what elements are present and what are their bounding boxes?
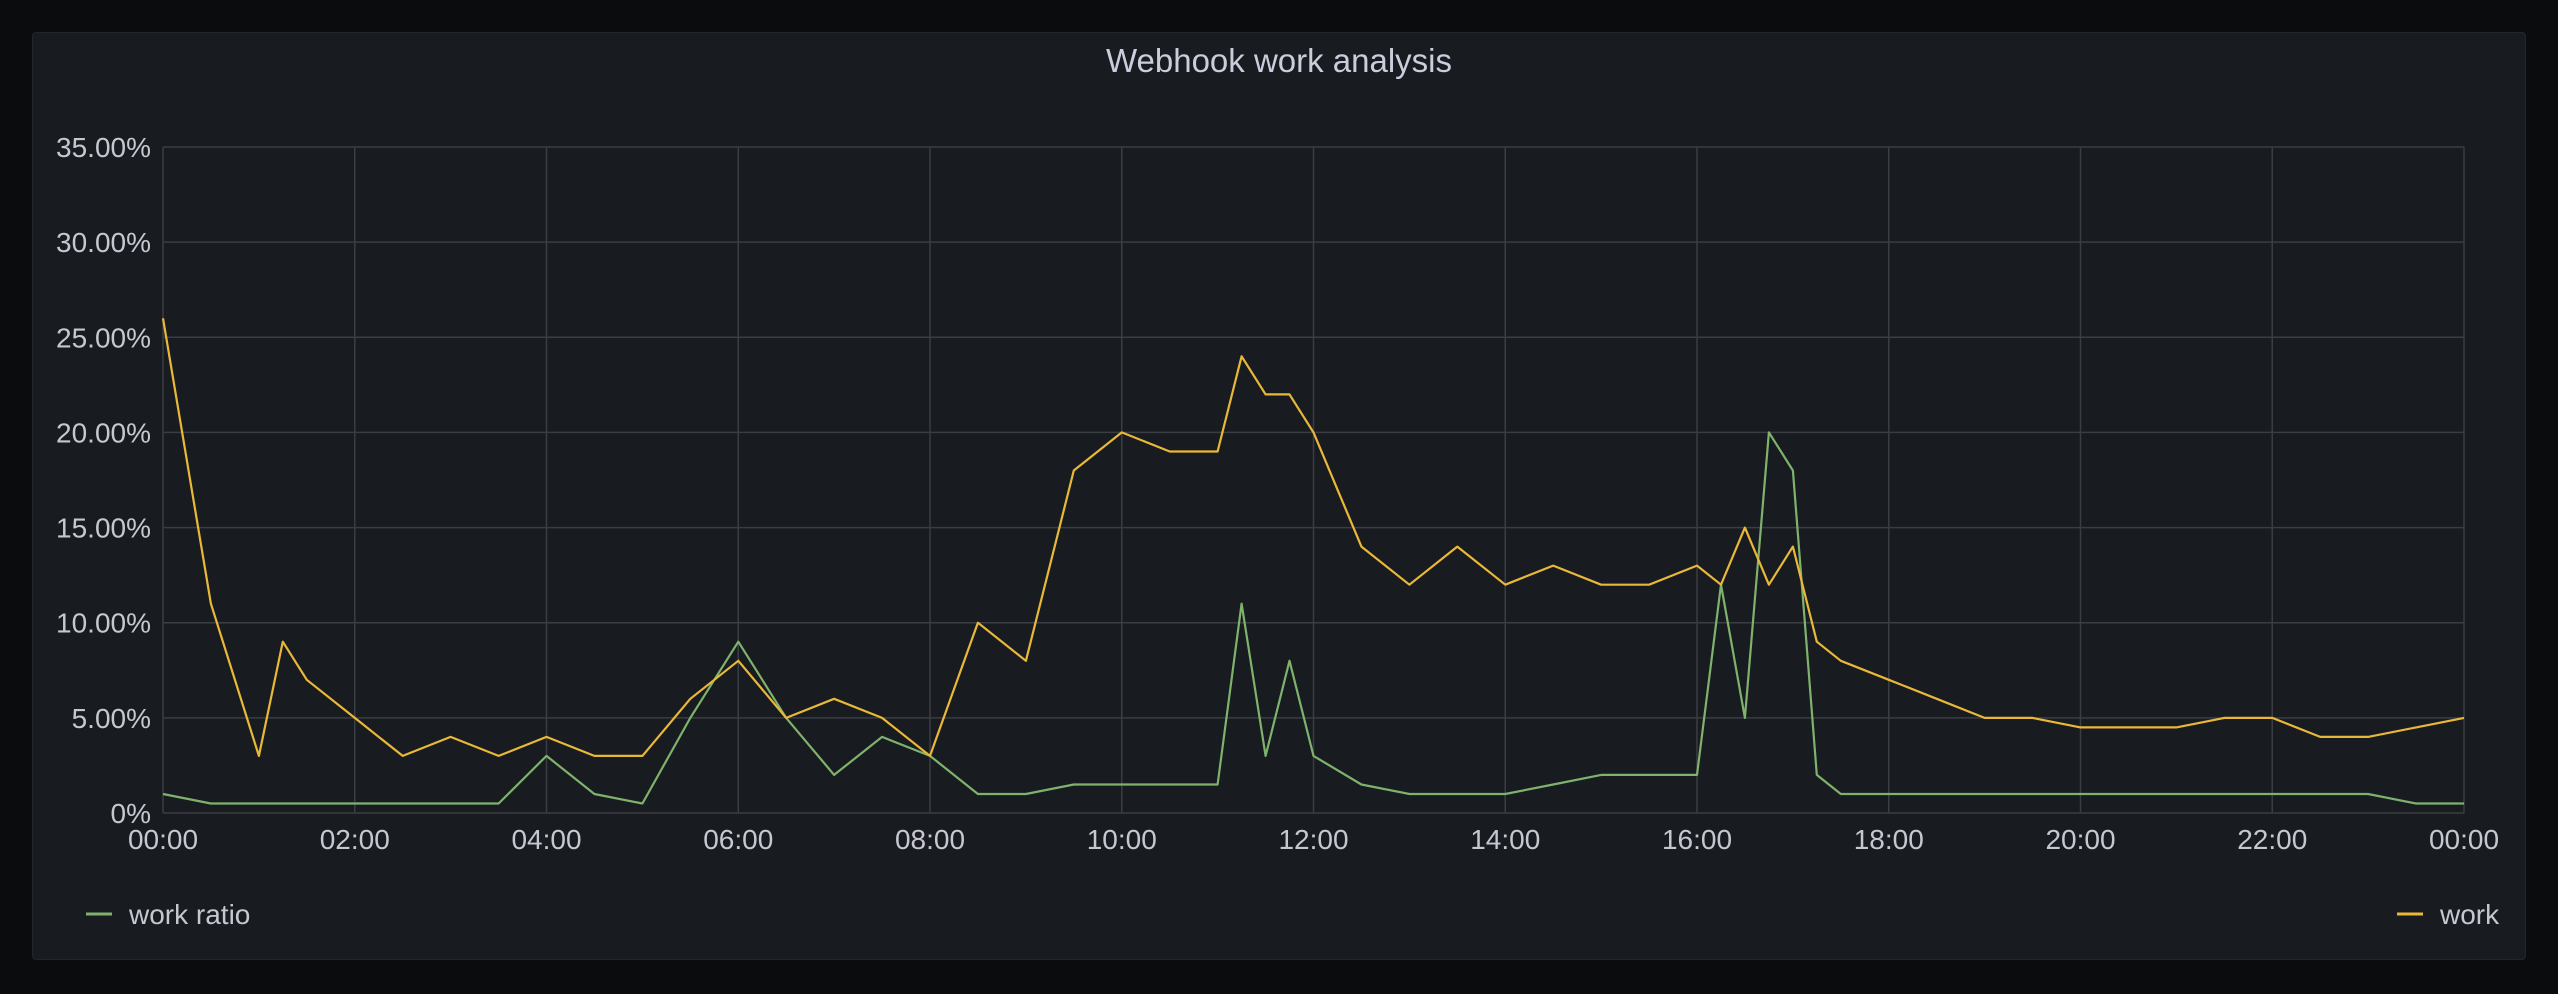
y-tick-label: 25.00% xyxy=(56,322,151,353)
series-line-work-ratio[interactable] xyxy=(162,431,2464,805)
x-tick-label: 14:00 xyxy=(1470,824,1540,855)
panel-title: Webhook work analysis xyxy=(1105,42,1453,79)
x-tick-label: 04:00 xyxy=(511,824,581,855)
x-tick-label: 20:00 xyxy=(2045,824,2115,855)
x-tick-label: 00:00 xyxy=(128,824,198,855)
x-tick-label: 18:00 xyxy=(1854,824,1924,855)
legend[interactable]: work ratio work xyxy=(86,899,2500,930)
x-tick-label: 06:00 xyxy=(703,824,773,855)
x-tick-label: 00:00 xyxy=(2429,824,2499,855)
series-line-work[interactable] xyxy=(161,318,2465,758)
y-tick-label: 5.00% xyxy=(72,703,151,734)
x-tick-label: 22:00 xyxy=(2237,824,2307,855)
x-tick-label: 02:00 xyxy=(320,824,390,855)
x-tick-label: 10:00 xyxy=(1087,824,1157,855)
chart-panel xyxy=(32,32,2526,960)
x-tick-label: 12:00 xyxy=(1278,824,1348,855)
x-tick-label: 16:00 xyxy=(1662,824,1732,855)
y-axis: 0% 5.00% 10.00% 15.00% 20.00% 25.00% 30.00% 35.… xyxy=(56,132,151,829)
legend-label-work[interactable]: work xyxy=(2439,899,2500,930)
y-tick-label: 0% xyxy=(111,798,151,829)
x-axis: 00:00 02:00 04:00 06:00 08:00 10:00 12:00 14:00… xyxy=(128,824,2499,855)
y-tick-label: 15.00% xyxy=(56,513,151,544)
x-tick-label: 08:00 xyxy=(895,824,965,855)
y-tick-label: 10.00% xyxy=(56,608,151,639)
y-tick-label: 20.00% xyxy=(56,417,151,448)
legend-label-work-ratio[interactable]: work ratio xyxy=(128,899,250,930)
series-lines xyxy=(161,318,2465,805)
grid-lines xyxy=(162,146,2465,814)
y-tick-label: 35.00% xyxy=(56,132,151,163)
y-tick-label: 30.00% xyxy=(56,227,151,258)
